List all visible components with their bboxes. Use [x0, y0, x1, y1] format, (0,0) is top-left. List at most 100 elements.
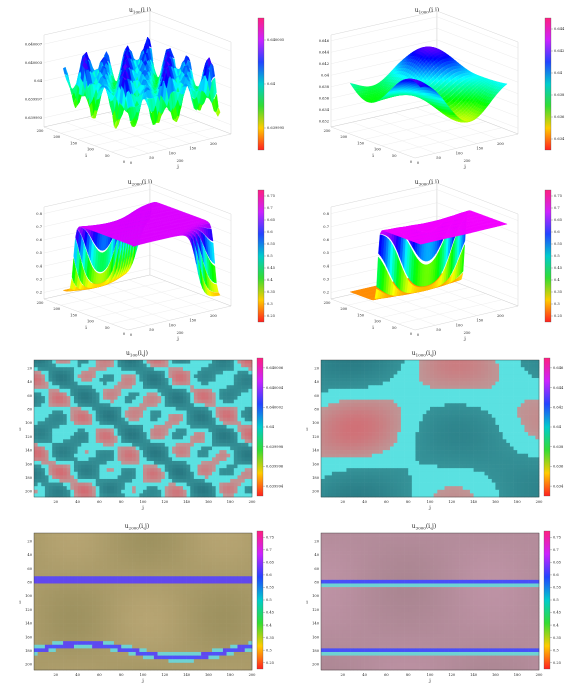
z-gridline [43, 20, 232, 52]
floor-gridline [86, 289, 170, 321]
i-axis-label: i [85, 325, 87, 331]
z-tick-label: 0.646 [319, 39, 330, 43]
z-tick-label: 0.639993 [25, 116, 43, 120]
i-axis-tick-label: 50 [105, 154, 110, 158]
floor-gridline [364, 287, 470, 312]
j-axis-tick-label: 0 [130, 333, 133, 337]
surface-patch [131, 124, 137, 128]
colorbar-tick-label: 0.644 [554, 27, 565, 31]
chart-title: u100(i,j) [129, 7, 151, 15]
i-axis-tick-label: 150 [70, 141, 78, 145]
floor-gridline [128, 107, 211, 139]
colorbar-tick-label: 0.638 [554, 93, 565, 97]
j-axis-tick-label: 50 [149, 328, 154, 332]
i-axis-tick-label: 0 [123, 160, 126, 164]
surface-plot-u3000-svg: u3000(i,j)0.20.30.40.50.60.70.8050100150… [323, 179, 562, 342]
z-tick-label: 0.642 [319, 62, 329, 66]
floor-gridline [65, 294, 149, 326]
j-axis-tick-label: 100 [169, 323, 177, 327]
surface-patch [85, 69, 91, 87]
i-axis-tick-label: 0 [123, 332, 126, 336]
surface-patch [69, 277, 75, 290]
i-axis-tick-label: 250 [324, 129, 332, 133]
floor-gridline [398, 299, 502, 324]
surface-patch [107, 86, 112, 94]
i-axis-tick-label: 250 [37, 301, 45, 305]
colorbar-tick-label: 0.65 [267, 218, 276, 222]
surface-patch [94, 99, 99, 111]
surface-plot-u100: u100(i,j) 0.639993 0.639997 0.64 0.640003 0.6… [0, 0, 287, 172]
surface-patch [110, 100, 115, 116]
surface-patch [416, 82, 422, 86]
surface-patch [418, 84, 424, 88]
j-axis-label: j [176, 164, 179, 170]
surface-patch [87, 84, 92, 106]
surface-mesh [62, 36, 221, 130]
i-axis-tick-label: 150 [70, 313, 78, 317]
i-axis-tick-label: 50 [392, 154, 397, 158]
j-axis-end-label: 250 [177, 159, 185, 163]
z-tick-label: 0.4 [323, 264, 329, 268]
z-tick-label: 0.3 [323, 277, 329, 281]
z-tick-label: 0.644 [319, 50, 330, 54]
colorbar-tick-label: 0.634 [554, 137, 565, 141]
z-tick-label: 0.8 [36, 212, 42, 216]
z-tick-label: 0.5 [323, 251, 329, 255]
z-tick-label: 0.6 [36, 238, 42, 242]
surface-patch [78, 78, 84, 96]
floor-gridline [381, 293, 486, 318]
z-tick-label: 0.4 [36, 264, 42, 268]
colorbar [257, 189, 265, 323]
z-tick-label: 0.636 [319, 96, 330, 100]
i-axis-tick-label: 250 [37, 129, 45, 133]
surface-patch [73, 97, 78, 109]
surface-patch [62, 66, 68, 76]
j-axis-label: j [463, 164, 466, 170]
surface-patch [356, 92, 362, 96]
colorbar-tick-label: 0.640005 [267, 38, 285, 42]
colorbar-tick-label: 0.25 [267, 314, 276, 318]
surface-patch [126, 91, 131, 109]
surface-plot-u100-svg: u100(i,j)0.6399930.6399970.640.6400030.6… [25, 7, 285, 170]
z-tick-label: 0.634 [319, 108, 330, 112]
j-axis-end-label: 250 [177, 331, 185, 335]
j-axis-tick-label: 200 [210, 314, 218, 318]
z-tick-label: 0.638 [319, 85, 330, 89]
floor-gridline [364, 115, 470, 140]
i-axis-tick-label: 50 [105, 326, 110, 330]
chart-title: u1000(i,j) [415, 7, 439, 15]
surface-patch [117, 102, 122, 120]
surface-plot-u2000: u2000(i,j) 0.2 0.3 0.4 0.5 0.6 0.7 0.8 0 50 100 150… [0, 172, 287, 344]
i-axis-label: i [372, 153, 374, 159]
surface-mesh [349, 46, 508, 123]
surface-patch [115, 119, 121, 129]
z-tick-label: 0.640003 [25, 61, 43, 65]
colorbar-tick-label: 0.6 [267, 230, 273, 234]
surface-patch [349, 82, 355, 87]
floor-gridline [65, 122, 149, 154]
surface-patch [71, 92, 76, 104]
i-axis-tick-label: 100 [87, 320, 95, 324]
floor-gridline [128, 279, 211, 311]
z-tick-label: 0.64 [34, 79, 43, 83]
j-axis-tick-label: 50 [436, 156, 441, 160]
colorbar-tick-label: 0.636 [554, 115, 565, 119]
z-tick-label: 0.3 [36, 277, 42, 281]
surface-patch [73, 238, 78, 267]
surface-patch [77, 95, 82, 106]
floor-gridline [107, 112, 190, 144]
colorbar-tick-label: 0.45 [267, 266, 276, 270]
j-axis-tick-label: 150 [189, 319, 197, 323]
floor-gridline [60, 281, 167, 306]
colorbar-tick-label: 0.64 [554, 71, 563, 75]
z-tick-label: 0.7 [36, 225, 42, 229]
floor-gridline [347, 109, 454, 134]
j-axis-tick-label: 0 [417, 161, 420, 165]
surface-patch [92, 110, 98, 119]
z-tick-label: 0.632 [319, 119, 329, 123]
j-axis-tick-label: 100 [169, 151, 177, 155]
colorbar-tick-label: 0.75 [267, 194, 276, 198]
i-axis-tick-label: 150 [357, 141, 365, 145]
j-axis-label: j [176, 336, 179, 342]
i-axis-tick-label: 200 [53, 307, 61, 311]
